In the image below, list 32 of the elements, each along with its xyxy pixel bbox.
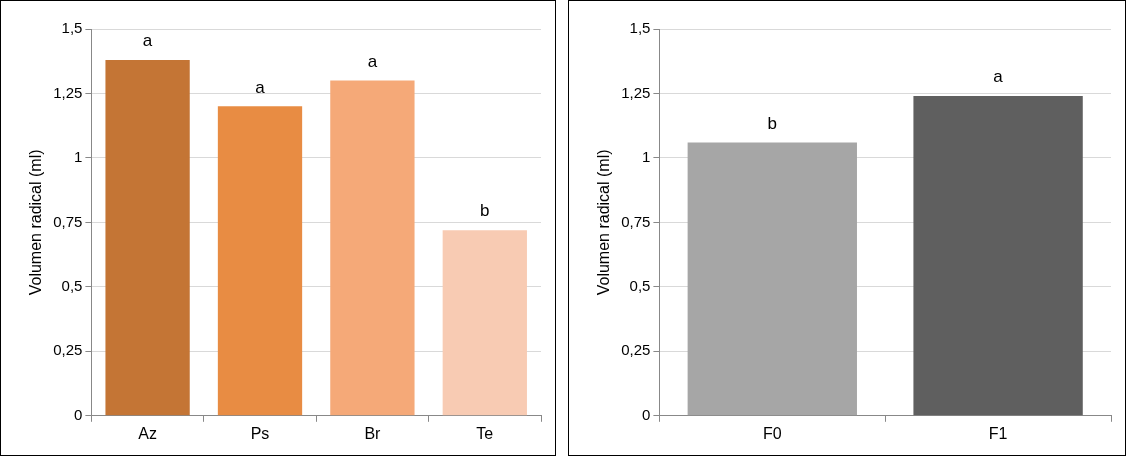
y-tick-label: 1,25 <box>621 83 651 101</box>
y-tick-label: 0,25 <box>621 341 651 359</box>
y-tick-label: 1 <box>74 148 83 166</box>
y-axis-title: Volumen radical (ml) <box>595 149 613 296</box>
y-tick-label: 0,25 <box>53 341 83 359</box>
y-tick-label: 1,5 <box>61 19 83 37</box>
y-tick-label: 1,25 <box>53 83 83 101</box>
annotation: a <box>142 31 153 51</box>
y-tick-label: 0,75 <box>621 212 651 230</box>
bar <box>105 59 190 416</box>
y-tick-label: 0 <box>74 405 83 423</box>
bar <box>442 230 527 416</box>
y-tick-label: 0 <box>642 405 651 423</box>
annotation: b <box>767 113 778 133</box>
y-tick-label: 0,5 <box>61 277 83 295</box>
y-tick-label: 1,5 <box>629 19 651 37</box>
x-tick-label: Ps <box>250 424 270 442</box>
x-tick-label: Br <box>364 424 382 442</box>
x-tick-label: F1 <box>988 424 1008 442</box>
annotation: a <box>993 67 1004 87</box>
y-tick-label: 1 <box>642 148 651 166</box>
annotation: b <box>480 201 490 221</box>
x-tick-label: F0 <box>762 424 782 442</box>
y-tick-label: 0,5 <box>629 277 651 295</box>
bar <box>217 106 303 416</box>
x-tick-label: Az <box>138 424 157 442</box>
y-axis-title: Volumen radical (ml) <box>27 149 45 296</box>
bar <box>330 80 415 416</box>
x-tick-label: Te <box>476 424 494 442</box>
annotation: a <box>255 77 266 97</box>
annotation: a <box>367 51 378 71</box>
y-tick-label: 0,75 <box>53 212 83 230</box>
